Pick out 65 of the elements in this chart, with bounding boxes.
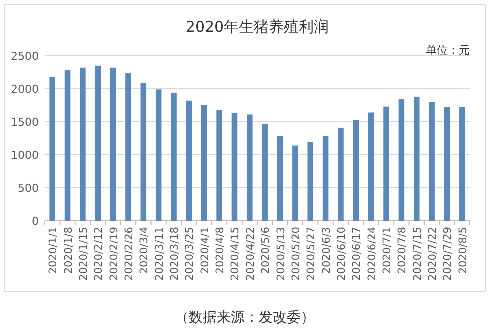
x-tick-label: 2020/4/8 (214, 227, 227, 274)
x-tick-label: 2020/3/18 (169, 227, 182, 281)
bar (232, 113, 238, 221)
y-tick-label: 1500 (11, 116, 39, 129)
x-tick-label: 2020/8/5 (457, 227, 470, 274)
x-tick-label: 2020/1/15 (78, 227, 90, 281)
x-tick-label: 2020/4/15 (230, 227, 242, 281)
bar (95, 66, 102, 221)
bar (414, 96, 420, 221)
y-tick-label: 2500 (11, 50, 39, 63)
x-tick-label: 2020/3/4 (138, 226, 151, 274)
x-tick-label: 2020/2/12 (93, 227, 106, 281)
bar (110, 68, 116, 221)
y-tick-label: 500 (18, 182, 39, 195)
y-tick-label: 1000 (11, 149, 39, 162)
x-tick-label: 2020/4/22 (244, 227, 257, 281)
bar (308, 142, 314, 221)
x-tick-label: 2020/3/11 (154, 227, 166, 281)
x-tick-label: 2020/7/22 (427, 227, 440, 281)
x-tick-label: 2020/7/1 (382, 227, 394, 274)
y-tick-label: 0 (32, 215, 39, 228)
x-tick-label: 2020/6/3 (320, 227, 333, 274)
x-tick-label: 2020/2/26 (123, 226, 136, 281)
x-tick-label: 2020/7/29 (442, 227, 454, 281)
bar (80, 68, 86, 221)
bar (262, 124, 268, 221)
bar (64, 70, 71, 221)
bar (353, 120, 360, 221)
bar (186, 100, 192, 221)
x-tick-label: 2020/7/8 (396, 227, 409, 274)
bar (384, 106, 390, 221)
x-tick-label: 2020/4/1 (199, 227, 212, 274)
bar (338, 128, 344, 221)
bar (216, 110, 222, 221)
bar (50, 77, 56, 221)
bar (277, 136, 284, 221)
bar (126, 73, 132, 221)
text: （数据来源：发改委） (175, 310, 315, 326)
bar (444, 107, 450, 221)
bar (429, 102, 435, 221)
x-tick-label: 2020/6/24 (366, 226, 378, 281)
bar (460, 107, 466, 221)
x-tick-label: 2020/1/1 (48, 227, 60, 274)
bar (201, 106, 208, 221)
x-tick-label: 2020/5/27 (306, 227, 318, 281)
x-tick-label: 2020/2/19 (108, 227, 120, 281)
bar (398, 100, 405, 221)
y-tick-label: 2000 (11, 83, 39, 96)
bar (322, 136, 329, 221)
bar (247, 114, 253, 221)
bar (368, 112, 374, 221)
annotation: 单位：元 (426, 44, 470, 57)
chart-title: 2020年生猪养殖利润 (186, 18, 330, 36)
x-tick-label: 2020/5/20 (290, 227, 302, 281)
x-tick-label: 2020/6/10 (336, 227, 348, 281)
bar (140, 83, 147, 221)
x-tick-label: 2020/6/17 (351, 227, 364, 281)
x-tick-label: 2020/1/8 (62, 227, 75, 274)
x-tick-label: 2020/7/15 (412, 227, 424, 281)
x-tick-label: 2020/5/13 (275, 227, 288, 281)
bar (171, 92, 177, 221)
x-tick-label: 2020/5/6 (260, 226, 272, 274)
x-tick-label: 2020/3/25 (184, 227, 196, 281)
bar (292, 146, 298, 221)
bar (156, 90, 162, 221)
